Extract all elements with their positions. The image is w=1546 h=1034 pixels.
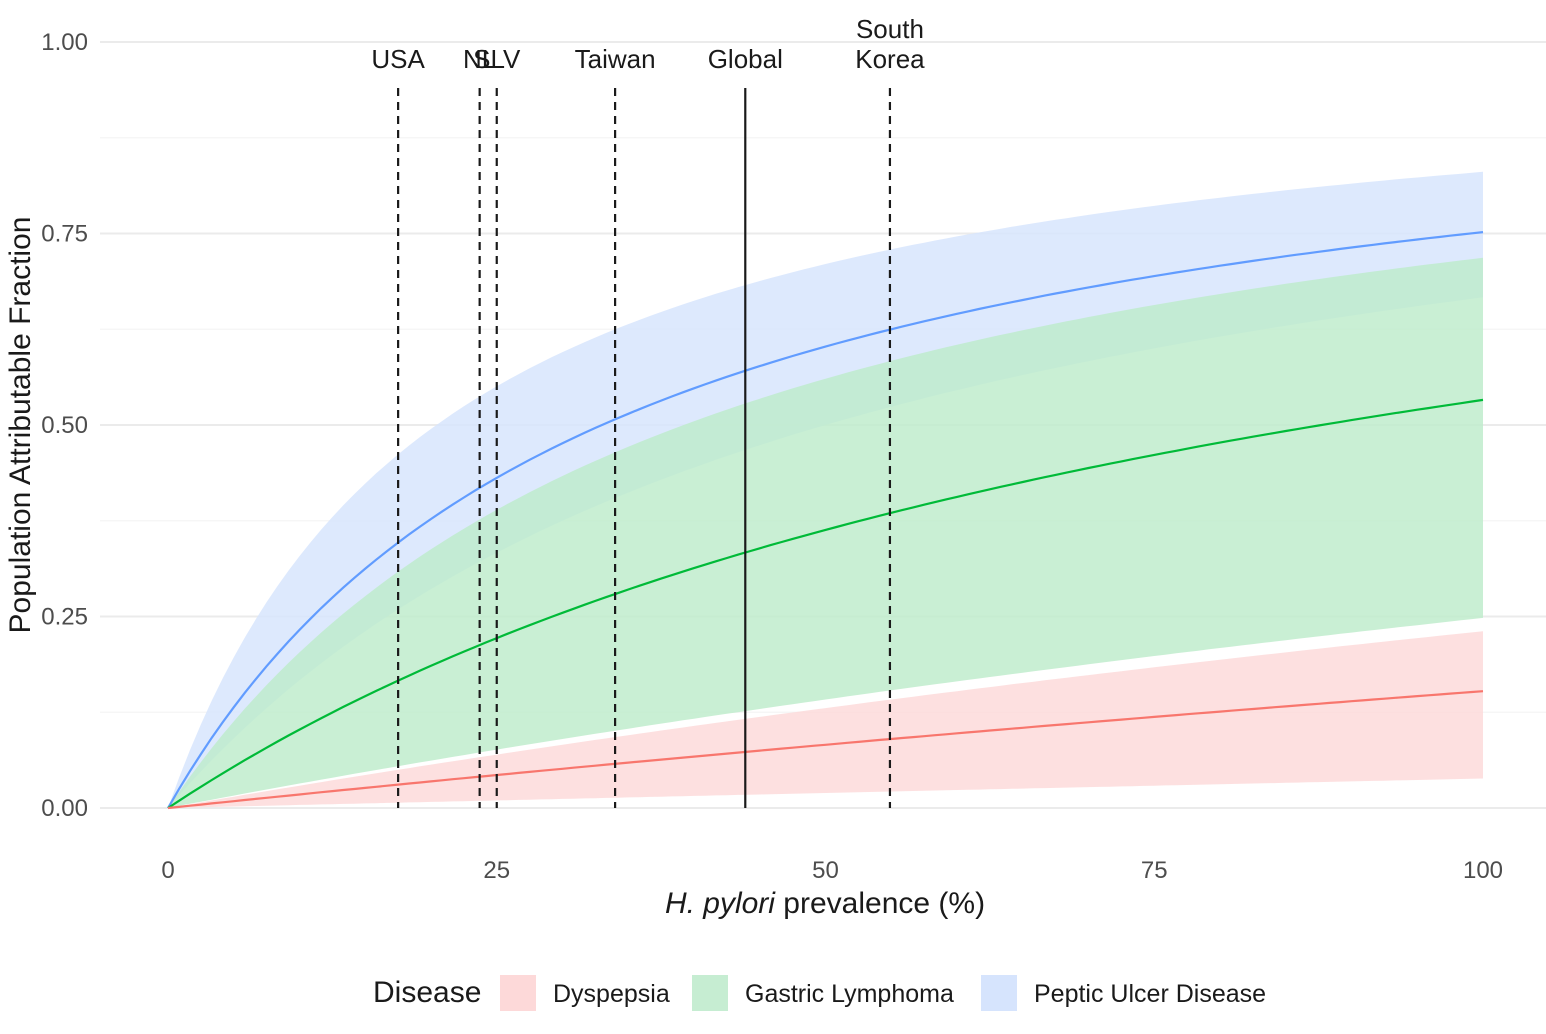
x-axis-title: H. pylori prevalence (%) <box>665 887 985 920</box>
y-tick-label: 0.50 <box>41 412 88 439</box>
ref-label-usa: USA <box>371 44 425 74</box>
x-tick-label: 0 <box>161 857 174 884</box>
y-tick-label: 1.00 <box>41 29 88 56</box>
y-tick-label: 0.00 <box>41 795 88 822</box>
legend-key-dyspepsia <box>500 975 536 1011</box>
gastric-lymphoma-band <box>168 257 1483 808</box>
confidence-bands <box>168 171 1483 809</box>
legend-key-gastric-lymphoma <box>692 975 728 1011</box>
x-tick-label: 75 <box>1141 857 1168 884</box>
y-axis-ticks: 0.00 0.25 0.50 0.75 1.00 <box>41 29 88 822</box>
ref-label-global: Global <box>708 44 783 74</box>
x-axis-title-rest: prevalence (%) <box>775 887 985 920</box>
x-tick-label: 100 <box>1463 857 1503 884</box>
legend-key-peptic-ulcer-disease <box>981 975 1017 1011</box>
x-tick-label: 25 <box>483 857 510 884</box>
y-tick-label: 0.25 <box>41 604 88 631</box>
ref-label-nl: NL <box>463 44 496 74</box>
y-axis-title: Population Attributable Fraction <box>4 217 37 634</box>
x-tick-label: 50 <box>812 857 839 884</box>
dyspepsia-line <box>167 690 1484 810</box>
y-tick-label: 0.75 <box>41 221 88 248</box>
gastric-lymphoma-line <box>167 398 1484 809</box>
peptic-ulcer-disease-line <box>167 231 1484 809</box>
legend-label-peptic-ulcer-disease: Peptic Ulcer Disease <box>1034 980 1266 1008</box>
ref-label-slv: SLV <box>473 44 521 74</box>
x-axis-title-italic: H. pylori <box>665 887 776 920</box>
ref-label-south-korea: South Korea <box>855 14 925 74</box>
x-axis-ticks: 0 25 50 75 100 <box>161 857 1503 884</box>
paf-curves <box>167 231 1484 810</box>
legend-title: Disease <box>373 976 481 1009</box>
ref-label-taiwan: Taiwan <box>575 44 656 74</box>
legend-label-gastric-lymphoma: Gastric Lymphoma <box>745 980 954 1008</box>
legend-label-dyspepsia: Dyspepsia <box>553 980 670 1008</box>
legend: Disease Dyspepsia Gastric Lymphoma Peptic … <box>373 975 1266 1011</box>
